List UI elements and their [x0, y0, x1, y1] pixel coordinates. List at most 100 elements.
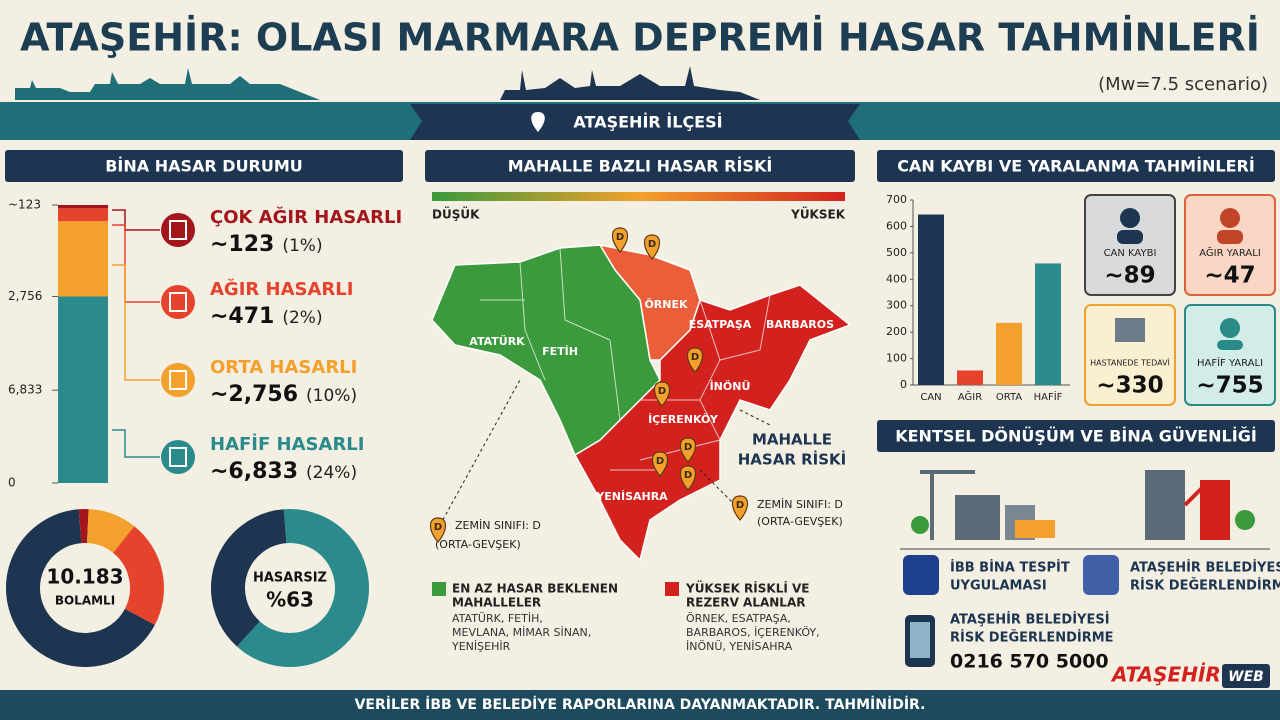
soil-pin: [679, 437, 697, 463]
title: ATAŞEHİR: OLASI MARMARA DEPREMİ HASAR TA…: [20, 16, 1260, 60]
donut-center: HASARSIZ: [253, 571, 327, 586]
x-tick-label: HAFİF: [1034, 390, 1063, 403]
soil-pin: [611, 227, 629, 253]
legend-icon: [161, 213, 195, 247]
y-tick-label: 500: [886, 246, 907, 259]
card-value: ~755: [1196, 373, 1263, 399]
bar: [1035, 263, 1061, 385]
map-borders: [480, 247, 771, 471]
soil-pin: [429, 517, 447, 543]
neighborhood-label: İNÖNÜ: [710, 379, 751, 393]
neighborhood-label: YENİSAHRA: [595, 489, 668, 503]
y-tick-label: 200: [886, 325, 907, 338]
soil-note: (ORTA-GEVŞEK): [435, 538, 521, 551]
legend-items: YENİŞEHİR: [451, 640, 511, 653]
share-label: (10%): [306, 386, 357, 406]
card-value: ~330: [1096, 373, 1163, 399]
card-icons: [1115, 208, 1243, 350]
app-icon: [1083, 555, 1119, 595]
phone-number: 0216 570 5000: [950, 651, 1109, 673]
neighborhood-label: İÇERENKÖY: [648, 412, 719, 426]
value-label: ~123: [210, 232, 274, 257]
donut-center: BOLAMLI: [55, 594, 115, 608]
risk-scale: [432, 192, 845, 201]
panel-title: CAN KAYBI VE YARALANMA TAHMİNLERİ: [897, 157, 1255, 176]
legend-name: ORTA HASARLI: [210, 357, 357, 378]
value-label: ~2,756: [210, 382, 298, 407]
legend-icon: [161, 440, 195, 474]
card-label: CAN KAYBI: [1104, 248, 1157, 259]
soil-pin-label: D: [434, 522, 442, 533]
soil-pin: [679, 465, 697, 491]
bar-segment: [58, 221, 108, 297]
soil-note: (ORTA-GEVŞEK): [757, 515, 843, 528]
x-tick-label: CAN: [920, 392, 941, 403]
app-label: UYGULAMASI: [950, 579, 1047, 594]
card: [1084, 194, 1176, 296]
share-label: (1%): [282, 236, 322, 256]
footer-band: [0, 690, 1280, 720]
legend-icon: [161, 363, 195, 397]
district-banner: [410, 104, 860, 140]
app-icon: [903, 555, 939, 595]
legend-title: YÜKSEK RİSKLİ VE: [685, 581, 809, 596]
donut-segment: [112, 526, 164, 625]
soil-note: ZEMİN SINIFI: D: [757, 498, 843, 511]
soil-pin: [686, 347, 704, 373]
card-value: ~47: [1204, 263, 1255, 289]
bar-segment: [58, 205, 108, 209]
panel-title: KENTSEL DÖNÜŞÜM VE BİNA GÜVENLİĞİ: [895, 427, 1257, 446]
bar: [918, 214, 944, 385]
card-label: HAFİF YARALI: [1197, 356, 1263, 369]
soil-pin: [643, 234, 661, 260]
construction-illustration: [900, 470, 1270, 550]
card: [1084, 304, 1176, 406]
y-tick-label: 300: [886, 299, 907, 312]
card-label: AĞIR YARALI: [1199, 246, 1261, 259]
panel-header: [877, 150, 1275, 182]
legend-items: İNÖNÜ, YENİSAHRA: [686, 640, 793, 653]
value-label: ~471: [210, 304, 274, 329]
share-label: (24%): [306, 463, 357, 483]
scale-low: DÜŞÜK: [432, 207, 480, 222]
neighborhood-label: ESATPAŞA: [689, 318, 752, 331]
neighborhood-label: BARBAROS: [766, 318, 834, 331]
x-tick-label: AĞIR: [958, 390, 982, 403]
skyline-left: [15, 68, 320, 100]
legend-swatch: [432, 582, 446, 596]
y-tick-label: 0: [8, 476, 16, 490]
soil-note: ZEMİN SINIFI: D: [455, 519, 541, 532]
logo-name: ATAŞEHİR: [1110, 663, 1221, 687]
legend-icon-glyph: [169, 370, 187, 390]
y-tick-label: 2,756: [8, 289, 42, 303]
map-annotation: MAHALLE: [752, 431, 832, 449]
share-label: (2%): [282, 308, 322, 328]
y-tick-label: 6,833: [8, 383, 42, 397]
soil-pin-label: D: [656, 456, 664, 467]
soil-pin-label: D: [616, 232, 624, 243]
value-label: ~6,833: [210, 459, 298, 484]
donut-center: 10.183: [46, 565, 123, 589]
phone-screen: [910, 622, 930, 658]
card: [1184, 194, 1276, 296]
connector: [112, 264, 160, 381]
soil-pin: [651, 451, 669, 477]
legend-title: REZERV ALANLAR: [686, 596, 805, 610]
app-label: İBB BİNA TESPİT: [950, 560, 1070, 576]
y-tick-label: 400: [886, 272, 907, 285]
card: [1184, 304, 1276, 406]
map-green: [431, 244, 661, 457]
legend-title: EN AZ HASAR BEKLENEN: [452, 582, 618, 596]
logo-suffix: WEB: [1228, 669, 1264, 685]
donut-segment: [6, 509, 155, 667]
legend-name: HAFİF HASARLI: [210, 433, 364, 455]
y-tick-label: 600: [886, 219, 907, 232]
card-value: ~89: [1104, 263, 1155, 289]
y-tick-label: ~123: [8, 198, 41, 212]
bar: [996, 322, 1022, 385]
footer: VERİLER İBB VE BELEDİYE RAPORLARINA DAYA…: [355, 696, 926, 713]
soil-pin-label: D: [648, 239, 656, 250]
y-tick-label: 0: [900, 378, 907, 391]
